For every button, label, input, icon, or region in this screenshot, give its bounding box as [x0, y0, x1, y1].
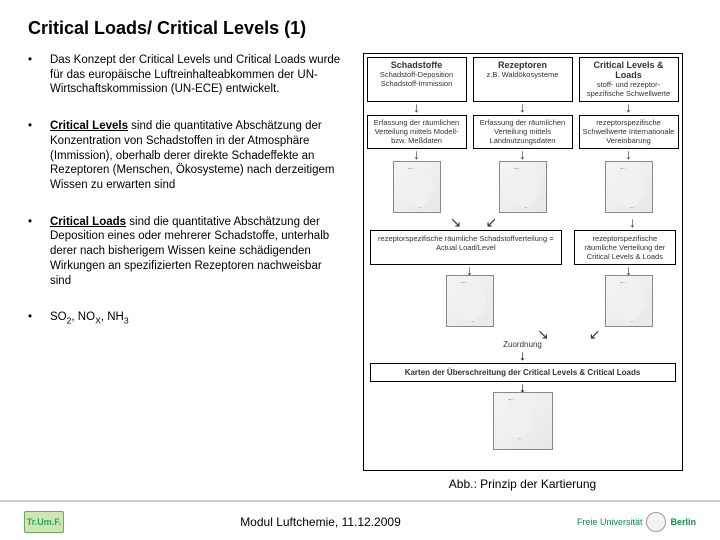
fu-logo-text: Berlin [670, 518, 696, 527]
diagram-node: rezeptorspezifische räumliche Verteilung… [574, 230, 675, 265]
bullet-item: •SO2, NOX, NH3 [28, 310, 343, 326]
arrow-down-icon: ↓ [364, 350, 682, 360]
bullet-item: •Critical Loads sind die quantitative Ab… [28, 215, 343, 289]
slide: Critical Loads/ Critical Levels (1) •Das… [0, 0, 720, 540]
diagram-node: Erfassung der räumlichen Verteilung mitt… [473, 115, 573, 149]
slide-title: Critical Loads/ Critical Levels (1) [28, 18, 692, 39]
bullet-text: Critical Loads sind die quantitative Abs… [50, 215, 343, 289]
map-cell [473, 161, 573, 215]
diagram-node: rezeptorspezifische räumliche Schadstoff… [370, 230, 563, 265]
header-sub: stoff- und rezeptor-spezifische Schwellw… [582, 80, 676, 98]
arrow-row: ↓↓↓ [364, 102, 682, 112]
diagram-header: Rezeptoren z.B. Waldökosysteme [473, 57, 573, 102]
logo-right: Freie Universität Berlin [577, 512, 696, 532]
bullet-text: Das Konzept der Critical Levels und Crit… [50, 53, 343, 97]
fu-seal-icon [646, 512, 666, 532]
arrow-row: ↘↙ [364, 329, 682, 339]
diagram-frame: Schadstoffe Schadstoff-Deposition Schads… [363, 53, 683, 471]
header-label: Critical Levels & Loads [582, 60, 676, 80]
diagram-header: Schadstoffe Schadstoff-Deposition Schads… [367, 57, 467, 102]
merge-row: rezeptorspezifische räumliche Schadstoff… [364, 227, 682, 265]
diagram-node: Erfassung der räumlichen Verteilung mitt… [367, 115, 467, 149]
map-cell [579, 161, 679, 215]
map-row [364, 159, 682, 217]
text-column: •Das Konzept der Critical Levels und Cri… [28, 53, 343, 491]
mini-map-icon [605, 275, 653, 327]
footer-inner: Tr.Um.F. Modul Luftchemie, 11.12.2009 Fr… [0, 502, 720, 538]
figure-caption: Abb.: Prinzip der Kartierung [449, 477, 596, 491]
bullet-item: •Das Konzept der Critical Levels und Cri… [28, 53, 343, 97]
bullet-list: •Das Konzept der Critical Levels und Cri… [28, 53, 343, 327]
map-row [364, 275, 682, 329]
diagram-row: Erfassung der räumlichen Verteilung mitt… [364, 112, 682, 149]
mini-map-icon [393, 161, 441, 213]
footer: Tr.Um.F. Modul Luftchemie, 11.12.2009 Fr… [0, 500, 720, 540]
diagram-header-row: Schadstoffe Schadstoff-Deposition Schads… [364, 54, 682, 102]
arrow-row: ↘↙↓ [364, 217, 682, 227]
diagram-header: Critical Levels & Loads stoff- und rezep… [579, 57, 679, 102]
mini-map-icon [605, 161, 653, 213]
arrow-row: ↓↓ [364, 265, 682, 275]
bullet-item: •Critical Levels sind die quantitative A… [28, 119, 343, 193]
mini-map-icon [493, 392, 553, 450]
arrow-row: ↓↓↓ [364, 149, 682, 159]
bullet-text: Critical Levels sind die quantitative Ab… [50, 119, 343, 193]
arrow-down-icon: ↓ [364, 382, 682, 392]
figure-column: Schadstoffe Schadstoff-Deposition Schads… [353, 53, 692, 491]
map-cell [367, 161, 467, 215]
content-area: •Das Konzept der Critical Levels und Cri… [28, 53, 692, 491]
diagram-node: rezeptorspezifische Schwellwerte Interna… [579, 115, 679, 149]
fu-logo-text: Freie Universität [577, 518, 643, 527]
bullet-text: SO2, NOX, NH3 [50, 310, 343, 326]
header-sub: Schadstoff-Deposition Schadstoff-Immissi… [370, 70, 464, 88]
mini-map-icon [446, 275, 494, 327]
footer-center-text: Modul Luftchemie, 11.12.2009 [240, 515, 401, 529]
header-sub: z.B. Waldökosysteme [476, 70, 570, 79]
header-label: Schadstoffe [370, 60, 464, 70]
logo-left: Tr.Um.F. [24, 511, 64, 533]
mini-map-icon [499, 161, 547, 213]
header-label: Rezeptoren [476, 60, 570, 70]
trumf-logo-icon: Tr.Um.F. [24, 511, 64, 533]
